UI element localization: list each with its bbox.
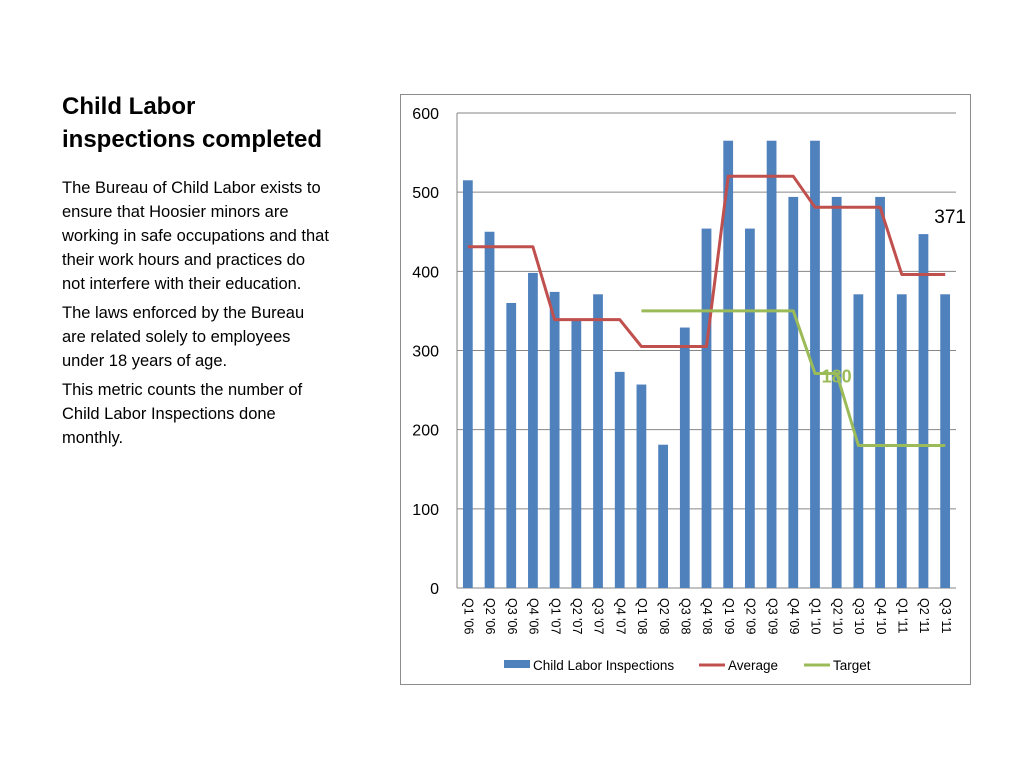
legend-label-0: Child Labor Inspections xyxy=(533,658,674,673)
bar-17 xyxy=(831,196,842,588)
x-tick-label: Q2 '09 xyxy=(744,598,758,634)
bar-19 xyxy=(875,196,885,588)
bar-10 xyxy=(679,327,690,588)
bar-22 xyxy=(940,294,951,588)
average-line xyxy=(467,174,946,348)
x-tick-label: Q1 '08 xyxy=(635,598,649,634)
slide-title-line2: inspections completed xyxy=(62,126,323,153)
paragraph-laws: The laws enforced by the Bureau are rela… xyxy=(62,304,305,370)
x-tick-label: Q4 '06 xyxy=(527,598,541,634)
x-tick-label: Q3 '11 xyxy=(939,598,953,634)
y-tick-label: 600 xyxy=(412,106,439,123)
bar-6 xyxy=(593,294,603,588)
x-tick-label: Q1 '09 xyxy=(722,598,736,634)
bar-16 xyxy=(810,140,820,589)
legend-label-1: Average xyxy=(728,658,778,673)
x-tick-label: Q2 '06 xyxy=(483,598,497,634)
legend-label-2: Target xyxy=(833,658,871,673)
x-tick-label: Q3 '10 xyxy=(852,598,866,634)
x-tick-label: Q4 '08 xyxy=(700,598,714,634)
x-tick-label: Q1 '11 xyxy=(895,598,909,634)
bar-0 xyxy=(462,180,473,588)
bar-20 xyxy=(896,294,907,588)
x-tick-label: Q4 '09 xyxy=(787,598,801,634)
bar-15 xyxy=(788,196,799,588)
x-tick-label: Q4 '10 xyxy=(874,598,888,634)
bar-14 xyxy=(766,140,777,589)
bar-2 xyxy=(506,303,517,588)
y-tick-label: 200 xyxy=(412,423,439,440)
bar-4 xyxy=(549,291,560,588)
bar-1 xyxy=(484,231,495,588)
bar-9 xyxy=(658,444,668,588)
slide-title-line1: Child Labor xyxy=(62,93,196,120)
bar-21 xyxy=(918,234,929,588)
bar-5 xyxy=(571,318,582,588)
inspections-chart: 0 100 200 300 400 500 600 Q1 '06 Q2 '06 Q3 '06 Q4 … xyxy=(412,106,966,673)
y-tick-label: 500 xyxy=(412,185,439,202)
x-tick-label: Q3 '09 xyxy=(765,598,779,634)
x-tick-label: Q3 '06 xyxy=(505,598,519,634)
bar-12 xyxy=(723,140,734,589)
slide-body-text: The Bureau of Child Labor exists to ensu… xyxy=(62,176,332,455)
paragraph-metric: This metric counts the number of Child L… xyxy=(62,381,303,447)
x-tick-label: Q2 '10 xyxy=(830,598,844,634)
y-tick-label: 300 xyxy=(412,344,439,361)
x-tick-label: Q3 '07 xyxy=(592,598,606,634)
x-tick-label: Q4 '07 xyxy=(613,598,627,634)
y-tick-label: 400 xyxy=(412,264,439,281)
x-tick-label: Q2 '08 xyxy=(657,598,671,634)
slide-title: Child Labor inspections completed xyxy=(62,90,362,156)
x-tick-label: Q1 '10 xyxy=(809,598,823,634)
bar-11 xyxy=(701,228,712,589)
x-tick-label: Q2 '07 xyxy=(570,598,584,634)
x-tick-label: Q3 '08 xyxy=(679,598,693,634)
bar-7 xyxy=(614,371,625,588)
last-value-annotation: 371 xyxy=(934,207,966,228)
bar-13 xyxy=(745,228,755,589)
x-tick-label: Q2 '11 xyxy=(917,598,931,634)
legend-swatch-0 xyxy=(504,660,530,668)
target-line xyxy=(641,309,946,447)
bar-3 xyxy=(528,272,538,588)
y-tick-label: 0 xyxy=(430,581,439,598)
paragraph-purpose: The Bureau of Child Labor exists to ensu… xyxy=(62,179,329,293)
y-tick-label: 100 xyxy=(412,502,439,519)
x-tick-label: Q1 '07 xyxy=(548,598,562,634)
target-annotation: 180 xyxy=(822,366,852,386)
x-tick-label: Q1 '06 xyxy=(462,598,476,634)
bar-8 xyxy=(636,384,647,588)
chart-container: 0 100 200 300 400 500 600 Q1 '06 Q2 '06 Q3 '06 Q4 … xyxy=(400,94,971,685)
